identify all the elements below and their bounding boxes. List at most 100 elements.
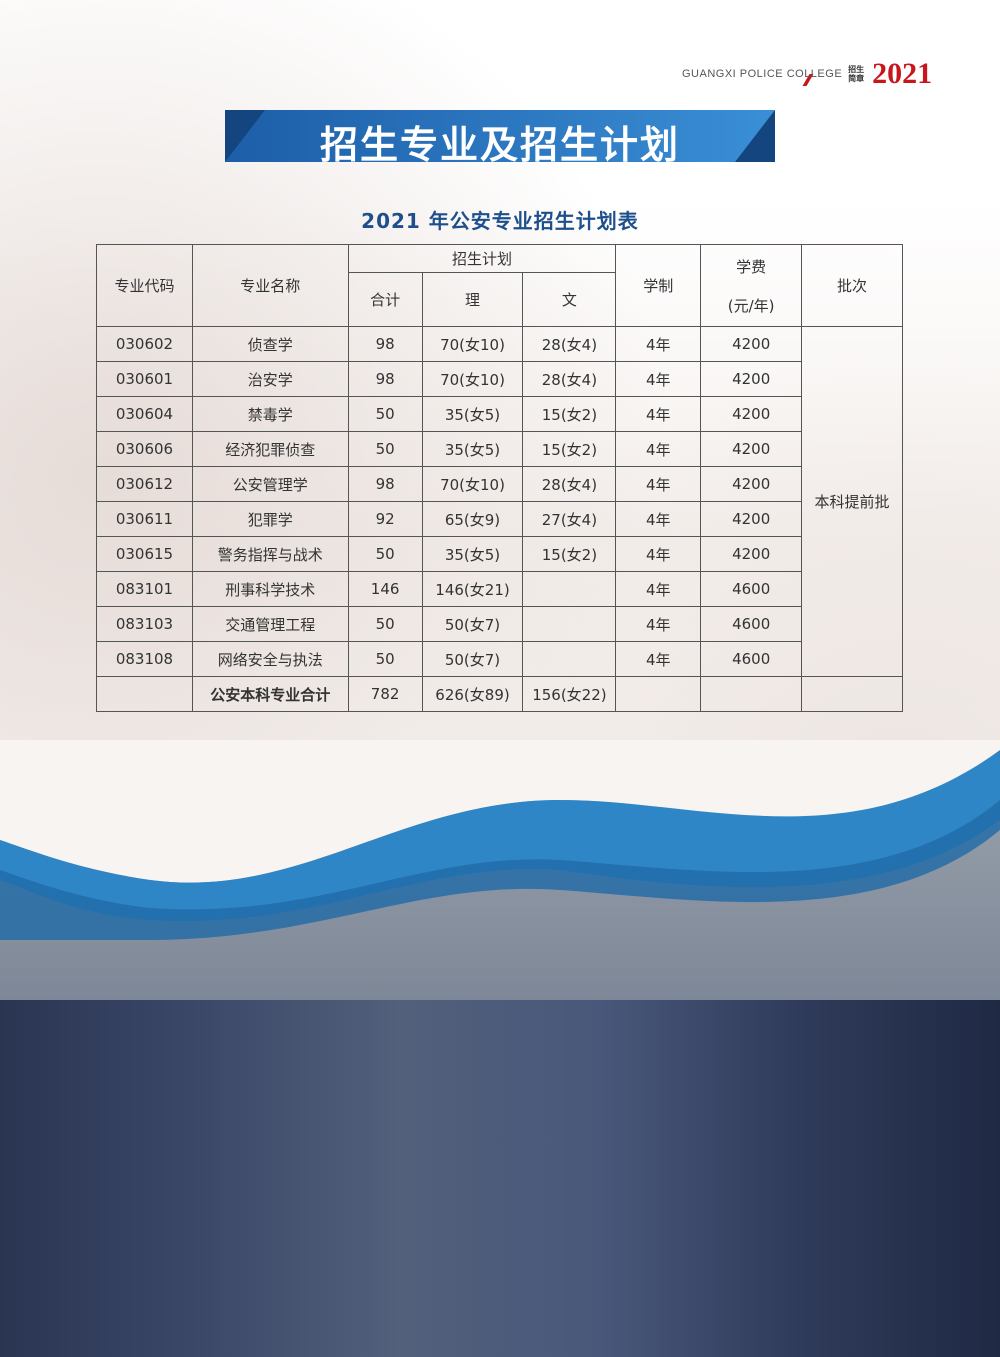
cell-name: 犯罪学 <box>191 501 349 537</box>
cell-science: 70(女10) <box>421 466 524 502</box>
cell-duration: 4年 <box>615 431 702 467</box>
brochure-label-1: 招生 <box>848 65 865 74</box>
cell-fee: 4600 <box>700 641 803 677</box>
cell-duration: 4年 <box>615 571 702 607</box>
college-name: GUANGXI POLICE COLLEGE <box>682 68 843 80</box>
header-code: 专业代码 <box>96 244 193 327</box>
cell-total: 92 <box>347 501 423 537</box>
cell-science: 65(女9) <box>421 501 524 537</box>
summary-batch <box>801 676 903 712</box>
cell-total: 146 <box>347 571 423 607</box>
cell-name: 交通管理工程 <box>191 606 349 642</box>
brochure-label-2: 简章 <box>848 74 865 83</box>
cell-fee: 4600 <box>700 606 803 642</box>
cell-name: 治安学 <box>191 361 349 397</box>
cell-duration: 4年 <box>615 536 702 572</box>
cell-code: 030602 <box>96 326 193 362</box>
cell-arts <box>522 641 617 677</box>
cell-code: 083101 <box>96 571 193 607</box>
cell-code: 030606 <box>96 431 193 467</box>
cell-arts <box>522 571 617 607</box>
cell-code: 030612 <box>96 466 193 502</box>
cell-duration: 4年 <box>615 606 702 642</box>
cell-fee: 4200 <box>700 466 803 502</box>
header-year: 2021 <box>872 57 933 90</box>
wave-dark-band <box>0 800 1000 940</box>
cell-name: 网络安全与执法 <box>191 641 349 677</box>
header-duration: 学制 <box>615 244 702 327</box>
header-science: 理 <box>421 272 524 327</box>
summary-code <box>96 676 193 712</box>
cell-name: 经济犯罪侦查 <box>191 431 349 467</box>
cell-arts: 28(女4) <box>522 466 617 502</box>
cell-science: 50(女7) <box>421 606 524 642</box>
cell-fee: 4200 <box>700 501 803 537</box>
summary-science: 626(女89) <box>421 676 524 712</box>
table-row: 083108 网络安全与执法 50 50(女7) 4年 4600 <box>96 641 903 677</box>
cell-total: 50 <box>347 606 423 642</box>
cell-name: 公安管理学 <box>191 466 349 502</box>
cell-duration: 4年 <box>615 466 702 502</box>
cell-fee: 4200 <box>700 396 803 432</box>
summary-fee <box>700 676 803 712</box>
table-row: 083103 交通管理工程 50 50(女7) 4年 4600 <box>96 606 903 642</box>
cell-science: 146(女21) <box>421 571 524 607</box>
table-row: 030615 警务指挥与战术 50 35(女5) 15(女2) 4年 4200 <box>96 536 903 572</box>
summary-duration <box>615 676 702 712</box>
cell-arts <box>522 606 617 642</box>
header-fee-line2: (元/年) <box>727 296 775 315</box>
banner-title: 招生专业及招生计划 <box>319 122 680 167</box>
cell-code: 030615 <box>96 536 193 572</box>
header-fee: 学费 (元/年) <box>700 244 803 327</box>
cell-batch: 本科提前批 <box>801 326 903 677</box>
header-name: 专业名称 <box>191 244 349 327</box>
brochure-label: 招生 简章 <box>848 65 866 83</box>
cell-code: 030601 <box>96 361 193 397</box>
summary-name: 公安本科专业合计 <box>191 676 349 712</box>
cell-arts: 28(女4) <box>522 361 617 397</box>
table-row: 030606 经济犯罪侦查 50 35(女5) 15(女2) 4年 4200 <box>96 431 903 467</box>
cell-name: 禁毒学 <box>191 396 349 432</box>
cell-fee: 4200 <box>700 361 803 397</box>
cell-arts: 15(女2) <box>522 431 617 467</box>
cell-code: 083108 <box>96 641 193 677</box>
table-row: 030604 禁毒学 50 35(女5) 15(女2) 4年 4200 <box>96 396 903 432</box>
section-banner: 招生专业及招生计划 <box>225 110 775 162</box>
table-title: 2021 年公安专业招生计划表 <box>361 209 639 233</box>
header-batch: 批次 <box>801 244 903 327</box>
wave-page-fill <box>0 740 1000 883</box>
cell-arts: 15(女2) <box>522 396 617 432</box>
cell-fee: 4200 <box>700 326 803 362</box>
cell-science: 70(女10) <box>421 326 524 362</box>
cell-code: 030604 <box>96 396 193 432</box>
cell-duration: 4年 <box>615 641 702 677</box>
enrollment-plan-table: 专业代码 专业名称 招生计划 学制 学费 (元/年) 批次 合计 理 文 0306… <box>96 244 903 712</box>
wave-decoration <box>0 740 1000 940</box>
cell-arts: 28(女4) <box>522 326 617 362</box>
cell-name: 警务指挥与战术 <box>191 536 349 572</box>
cell-arts: 27(女4) <box>522 501 617 537</box>
cell-duration: 4年 <box>615 501 702 537</box>
cell-science: 35(女5) <box>421 396 524 432</box>
cell-total: 50 <box>347 431 423 467</box>
cell-science: 35(女5) <box>421 536 524 572</box>
cell-code: 030611 <box>96 501 193 537</box>
table-row: 030611 犯罪学 92 65(女9) 27(女4) 4年 4200 <box>96 501 903 537</box>
cell-duration: 4年 <box>615 361 702 397</box>
header-plan: 招生计划 <box>347 244 617 273</box>
cell-total: 98 <box>347 466 423 502</box>
header-fee-line1: 学费 <box>736 257 767 276</box>
cell-total: 50 <box>347 641 423 677</box>
cell-total: 50 <box>347 536 423 572</box>
table-row: 083101 刑事科学技术 146 146(女21) 4年 4600 <box>96 571 903 607</box>
cell-fee: 4600 <box>700 571 803 607</box>
cell-science: 70(女10) <box>421 361 524 397</box>
header-arts: 文 <box>522 272 617 327</box>
table-row: 030612 公安管理学 98 70(女10) 28(女4) 4年 4200 <box>96 466 903 502</box>
summary-total: 782 <box>347 676 423 712</box>
cell-name: 侦查学 <box>191 326 349 362</box>
cell-fee: 4200 <box>700 431 803 467</box>
cell-science: 35(女5) <box>421 431 524 467</box>
cell-arts: 15(女2) <box>522 536 617 572</box>
header-total: 合计 <box>347 272 423 327</box>
